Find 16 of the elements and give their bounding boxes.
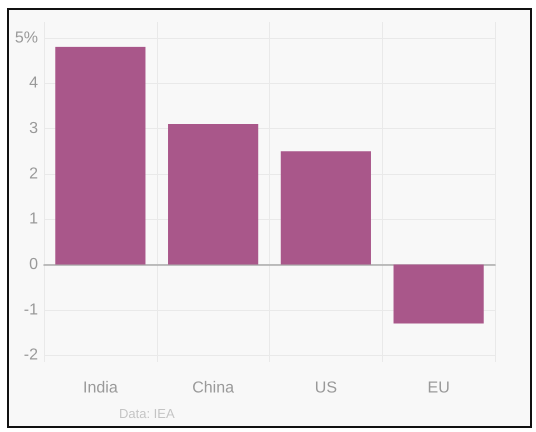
y-tick-label: 5% xyxy=(14,29,38,46)
bar xyxy=(394,264,484,324)
y-tick-label: 3 xyxy=(29,120,38,138)
y-tick-label: -2 xyxy=(24,346,38,364)
x-tick-label: EU xyxy=(428,380,450,396)
x-tick-label: India xyxy=(83,380,118,396)
y-tick-label: -1 xyxy=(24,301,38,318)
bar xyxy=(168,124,258,265)
x-tick-label: US xyxy=(314,380,337,396)
y-tick-label: 2 xyxy=(29,165,38,182)
x-tick-label: China xyxy=(192,380,234,396)
y-tick-label: 0 xyxy=(29,256,38,274)
bar xyxy=(55,46,146,265)
bar xyxy=(280,151,371,265)
y-tick-label: 4 xyxy=(29,74,38,92)
y-tick-label: 1 xyxy=(29,210,38,228)
